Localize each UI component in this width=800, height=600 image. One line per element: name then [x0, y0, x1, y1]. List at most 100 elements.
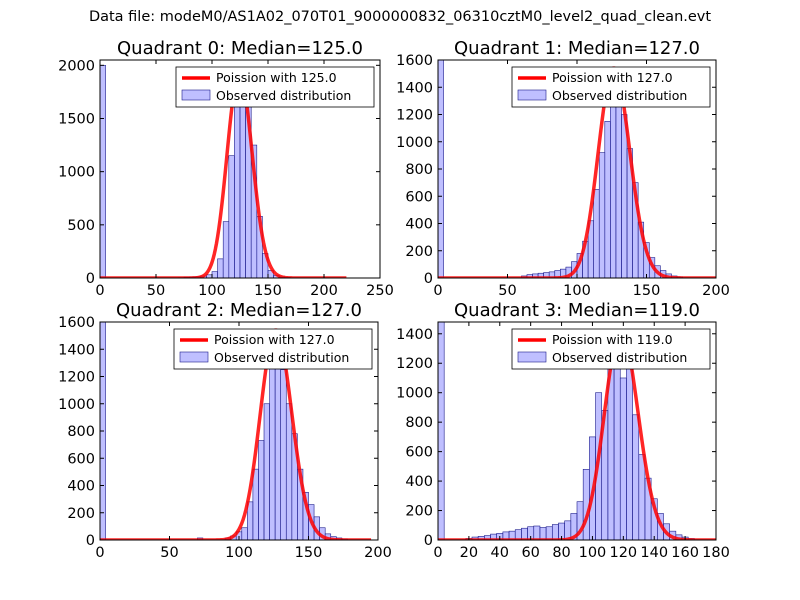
y-tick-label: 400 [405, 474, 433, 490]
legend-label-observed: Observed distribution [214, 350, 349, 365]
histogram-bar [551, 524, 559, 540]
x-tick-label: 100 [563, 283, 591, 299]
legend: Poission with 127.0 Observed distribution [173, 328, 373, 370]
y-tick-label: 400 [67, 479, 95, 495]
x-tick-label: 80 [552, 545, 570, 561]
x-tick-label: 140 [640, 545, 668, 561]
y-tick-label: 600 [67, 451, 95, 467]
histogram-bar [626, 362, 633, 540]
x-tick-label: 0 [433, 283, 442, 299]
histogram-bar [545, 526, 553, 540]
histogram-bar [258, 440, 265, 540]
y-tick-label: 1600 [58, 315, 95, 331]
legend-label-poisson: Poission with 127.0 [552, 70, 673, 85]
y-tick-label: 200 [405, 244, 433, 260]
poisson-curve [438, 66, 716, 278]
histogram-bar [632, 414, 640, 540]
poisson-curve [100, 71, 348, 278]
y-tick-label: 1400 [58, 342, 95, 358]
y-tick-label: 1200 [396, 108, 433, 124]
y-tick-label: 1200 [58, 370, 95, 386]
x-tick-label: 0 [433, 545, 442, 561]
y-tick-label: 200 [67, 506, 95, 522]
y-tick-label: 0 [86, 533, 95, 549]
legend-patch-swatch [517, 351, 547, 363]
histogram-bar [252, 468, 259, 540]
x-tick-label: 100 [198, 283, 226, 299]
y-tick-label: 0 [424, 271, 433, 287]
x-tick-label: 120 [609, 545, 637, 561]
legend-label-observed: Observed distribution [552, 350, 687, 365]
x-tick-label: 50 [160, 545, 178, 561]
legend-label-poisson: Poission with 125.0 [216, 70, 337, 85]
histogram-bar [621, 114, 628, 278]
y-tick-label: 600 [405, 189, 433, 205]
y-tick-label: 0 [86, 271, 95, 287]
legend-box [511, 328, 711, 370]
y-tick-label: 1200 [396, 356, 433, 372]
x-tick-label: 150 [295, 545, 323, 561]
histogram-bar [438, 322, 445, 540]
x-tick-label: 100 [579, 545, 607, 561]
histogram-bar [222, 221, 230, 278]
legend-patch-swatch [181, 89, 211, 101]
histogram-bar [521, 527, 528, 540]
y-tick-label: 1000 [396, 135, 433, 151]
histogram-bar [539, 527, 547, 540]
histogram-bar [604, 121, 611, 278]
x-tick-label: 0 [95, 283, 104, 299]
y-tick-label: 800 [405, 162, 433, 178]
histogram-bar [234, 102, 241, 278]
histogram-bar [593, 189, 600, 278]
legend-label-observed: Observed distribution [216, 88, 351, 103]
x-tick-label: 250 [366, 283, 394, 299]
quadrant-1-chart: 0 50 100 150 200 0 200 400 600 800 1000 1200 1400 160… [396, 38, 730, 299]
legend-patch-swatch [517, 89, 547, 101]
legend-label-poisson: Poission with 119.0 [552, 332, 673, 347]
y-tick-label: 600 [405, 445, 433, 461]
histogram-bar [241, 527, 248, 540]
histogram-bar [610, 86, 617, 278]
quadrant-0-chart: 0 50 100 150 200 250 0 500 1000 1500 2000 Quadrant … [58, 38, 394, 299]
y-tick-label: 800 [67, 424, 95, 440]
x-tick-label: 200 [702, 283, 730, 299]
histogram-bar [211, 271, 218, 278]
x-tick-label: 150 [254, 283, 282, 299]
legend-box [173, 328, 373, 370]
histogram-bar [533, 525, 541, 540]
y-tick-label: 1600 [396, 53, 433, 69]
x-tick-label: 150 [633, 283, 661, 299]
y-tick-label: 1500 [58, 111, 95, 127]
x-tick-label: 100 [225, 545, 253, 561]
y-tick-label: 200 [405, 504, 433, 520]
histogram-bar [638, 454, 646, 540]
legend-box [175, 66, 375, 108]
y-tick-label: 2000 [58, 58, 95, 74]
histogram-bar [250, 144, 258, 278]
legend-label-observed: Observed distribution [552, 88, 687, 103]
legend: Poission with 125.0 Observed distribution [175, 66, 375, 108]
y-tick-label: 800 [405, 415, 433, 431]
x-tick-label: 200 [364, 545, 392, 561]
subplot-title: Quadrant 3: Median=119.0 [454, 300, 700, 321]
subplot-title: Quadrant 1: Median=127.0 [454, 38, 700, 59]
histogram-bar [285, 403, 293, 540]
subplot-title: Quadrant 0: Median=125.0 [117, 38, 363, 59]
x-tick-label: 60 [521, 545, 539, 561]
histogram-bar [217, 258, 224, 278]
axes-frame [437, 321, 717, 541]
y-tick-label: 400 [405, 217, 433, 233]
histogram-bar [619, 377, 627, 540]
subplot-title: Quadrant 2: Median=127.0 [116, 300, 362, 321]
x-tick-label: 20 [460, 545, 478, 561]
histogram-bar [239, 77, 246, 278]
x-tick-label: 180 [702, 545, 730, 561]
y-tick-label: 1000 [58, 165, 95, 181]
y-tick-label: 1400 [396, 327, 433, 343]
x-tick-label: 0 [95, 545, 104, 561]
legend-patch-swatch [179, 351, 209, 363]
legend: Poission with 119.0 Observed distribution [511, 328, 711, 370]
legend-box [511, 66, 711, 108]
figure-suptitle: Data file: modeM0/AS1A02_070T01_90000008… [88, 9, 712, 25]
axes-frame [99, 59, 381, 279]
